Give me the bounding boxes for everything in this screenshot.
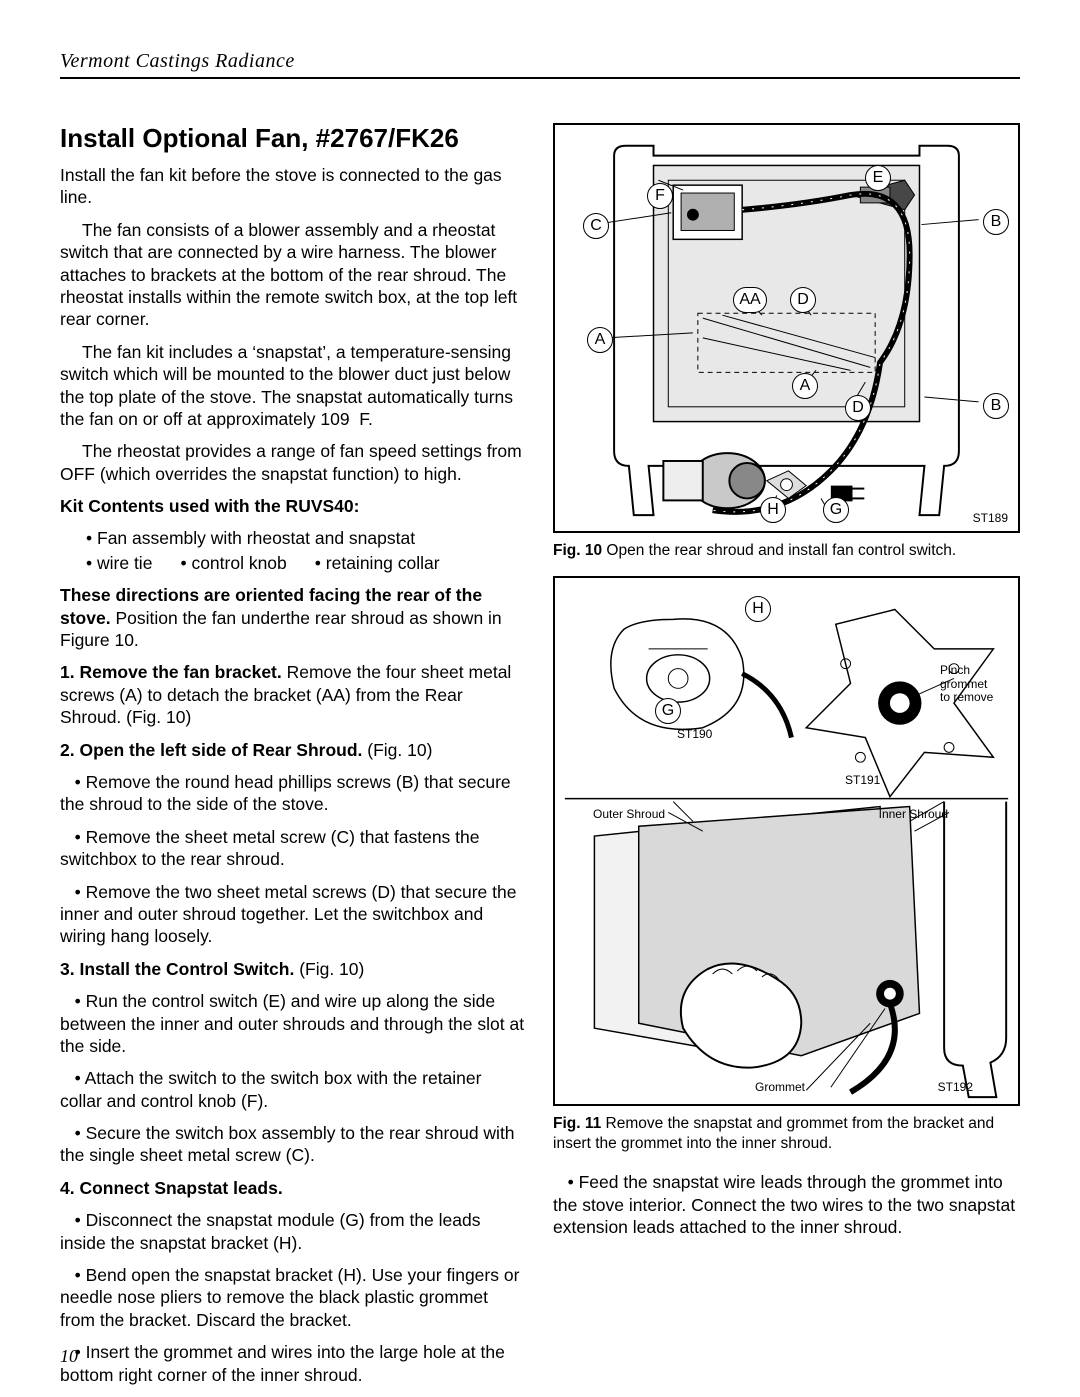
figure-10: E F C B AA D A A D B H G ST189 (553, 123, 1020, 533)
step-2-b3: • Remove the two sheet metal screws (D) … (60, 881, 527, 948)
directions-lead: These directions are oriented facing the… (60, 584, 527, 651)
fig11-inner-shroud-label: Inner Shroud (879, 808, 948, 821)
two-column-layout: Install Optional Fan, #2767/FK26 Install… (60, 123, 1020, 1396)
fig10-label-B-top: B (983, 209, 1009, 235)
step-3: 3. Install the Control Switch. (Fig. 10) (60, 958, 527, 980)
step-2-b2-text: Remove the sheet metal screw (C) that fa… (60, 827, 480, 869)
running-header: Vermont Castings Radiance (60, 50, 1020, 73)
step-2: 2. Open the left side of Rear Shroud. (F… (60, 739, 527, 761)
step-2-bold: 2. Open the left side of Rear Shroud. (60, 740, 362, 760)
step-4-b2-text: Bend open the snapstat bracket (H). Use … (60, 1265, 519, 1330)
step-2-b3-text: Remove the two sheet metal screws (D) th… (60, 882, 516, 947)
step-4: 4. Connect Snapstat leads. (60, 1177, 527, 1199)
step-2-b1: • Remove the round head phillips screws … (60, 771, 527, 816)
fig10-label-D-top: D (790, 287, 816, 313)
right-tail-p1-text: Feed the snapstat wire leads through the… (553, 1172, 1015, 1237)
intro-p4: The rheostat provides a range of fan spe… (60, 440, 527, 485)
kit-item-1: Fan assembly with rheostat and snapstat (86, 527, 527, 549)
fig11-ref-tr: ST191 (845, 774, 880, 787)
step-2-b1-text: Remove the round head phillips screws (B… (60, 772, 511, 814)
fig10-label-E: E (865, 165, 891, 191)
step-2-b2: • Remove the sheet metal screw (C) that … (60, 826, 527, 871)
step-4-b2: • Bend open the snapstat bracket (H). Us… (60, 1264, 527, 1331)
step-1-bold: 1. Remove the fan bracket. (60, 662, 282, 682)
fig11-caption-text: Remove the snapstat and grommet from the… (553, 1115, 994, 1151)
fig10-label-H: H (760, 497, 786, 523)
fig10-caption-text: Open the rear shroud and install fan con… (602, 542, 956, 559)
step-3-b1: • Run the control switch (E) and wire up… (60, 990, 527, 1057)
step-1: 1. Remove the fan bracket. Remove the fo… (60, 661, 527, 728)
kit-item-2c: retaining collar (315, 552, 440, 574)
kit-item-2b: control knob (180, 552, 286, 574)
fig10-label-A-left: A (587, 327, 613, 353)
intro-p2: The fan consists of a blower assembly an… (60, 219, 527, 331)
step-3-b3: • Secure the switch box assembly to the … (60, 1122, 527, 1167)
fig11-grommet-label: Grommet (755, 1081, 805, 1094)
step-2-rest: (Fig. 10) (362, 740, 432, 760)
fig11-caption: Fig. 11 Remove the snapstat and grommet … (553, 1114, 1020, 1153)
fig10-label-C: C (583, 213, 609, 239)
intro-p1: Install the fan kit before the stove is … (60, 164, 527, 209)
fig11-pinch-text: Pinch grommet to remove (940, 664, 1000, 704)
header-rule (60, 77, 1020, 79)
intro-p3: The fan kit includes a ‘snapstat’, a tem… (60, 341, 527, 431)
page-number: 10 (60, 1346, 78, 1367)
step-4-b3-text: Insert the grommet and wires into the la… (60, 1342, 505, 1384)
right-column: E F C B AA D A A D B H G ST189 Fig. 10 O… (553, 123, 1020, 1396)
fig11-ref-tl: ST190 (677, 728, 712, 741)
kit-item-row2: wire tie control knob retaining collar (86, 552, 527, 574)
fig10-caption: Fig. 10 Open the rear shroud and install… (553, 541, 1020, 560)
fig10-label-A-mid: A (792, 373, 818, 399)
fig10-label-B-bot: B (983, 393, 1009, 419)
step-4-b3: • Insert the grommet and wires into the … (60, 1341, 527, 1386)
fig10-caption-num: Fig. 10 (553, 542, 602, 559)
right-tail-p1: • Feed the snapstat wire leads through t… (553, 1171, 1020, 1238)
kit-list: Fan assembly with rheostat and snapstat … (86, 527, 527, 574)
fig11-diagram (555, 578, 1018, 1104)
fig10-label-F: F (647, 183, 673, 209)
step-3-rest: (Fig. 10) (294, 959, 364, 979)
step-4-b1: • Disconnect the snapstat module (G) fro… (60, 1209, 527, 1254)
fig10-label-AA: AA (733, 287, 767, 313)
step-3-b2: • Attach the switch to the switch box wi… (60, 1067, 527, 1112)
section-title: Install Optional Fan, #2767/FK26 (60, 123, 527, 154)
fig10-label-D-bot: D (845, 395, 871, 421)
fig10-diagram (555, 125, 1018, 531)
left-column: Install Optional Fan, #2767/FK26 Install… (60, 123, 527, 1396)
step-3-bold: 3. Install the Control Switch. (60, 959, 294, 979)
step-3-b3-text: Secure the switch box assembly to the re… (60, 1123, 515, 1165)
fig11-outer-shroud-label: Outer Shroud (593, 808, 665, 821)
kit-item-2a: wire tie (86, 552, 152, 574)
fig11-ref-bottom: ST192 (938, 1081, 973, 1094)
figure-11: H G Pinch grommet to remove ST190 ST191 … (553, 576, 1020, 1106)
kit-heading: Kit Contents used with the RUVS40: (60, 495, 527, 517)
step-3-b1-text: Run the control switch (E) and wire up a… (60, 991, 524, 1056)
step-4-b1-text: Disconnect the snapstat module (G) from … (60, 1210, 481, 1252)
fig10-ref: ST189 (973, 512, 1008, 525)
fig10-label-G: G (823, 497, 849, 523)
fig11-caption-num: Fig. 11 (553, 1115, 601, 1132)
directions-lead-rest: Position the fan underthe rear shroud as… (60, 608, 502, 650)
step-3-b2-text: Attach the switch to the switch box with… (60, 1068, 481, 1110)
